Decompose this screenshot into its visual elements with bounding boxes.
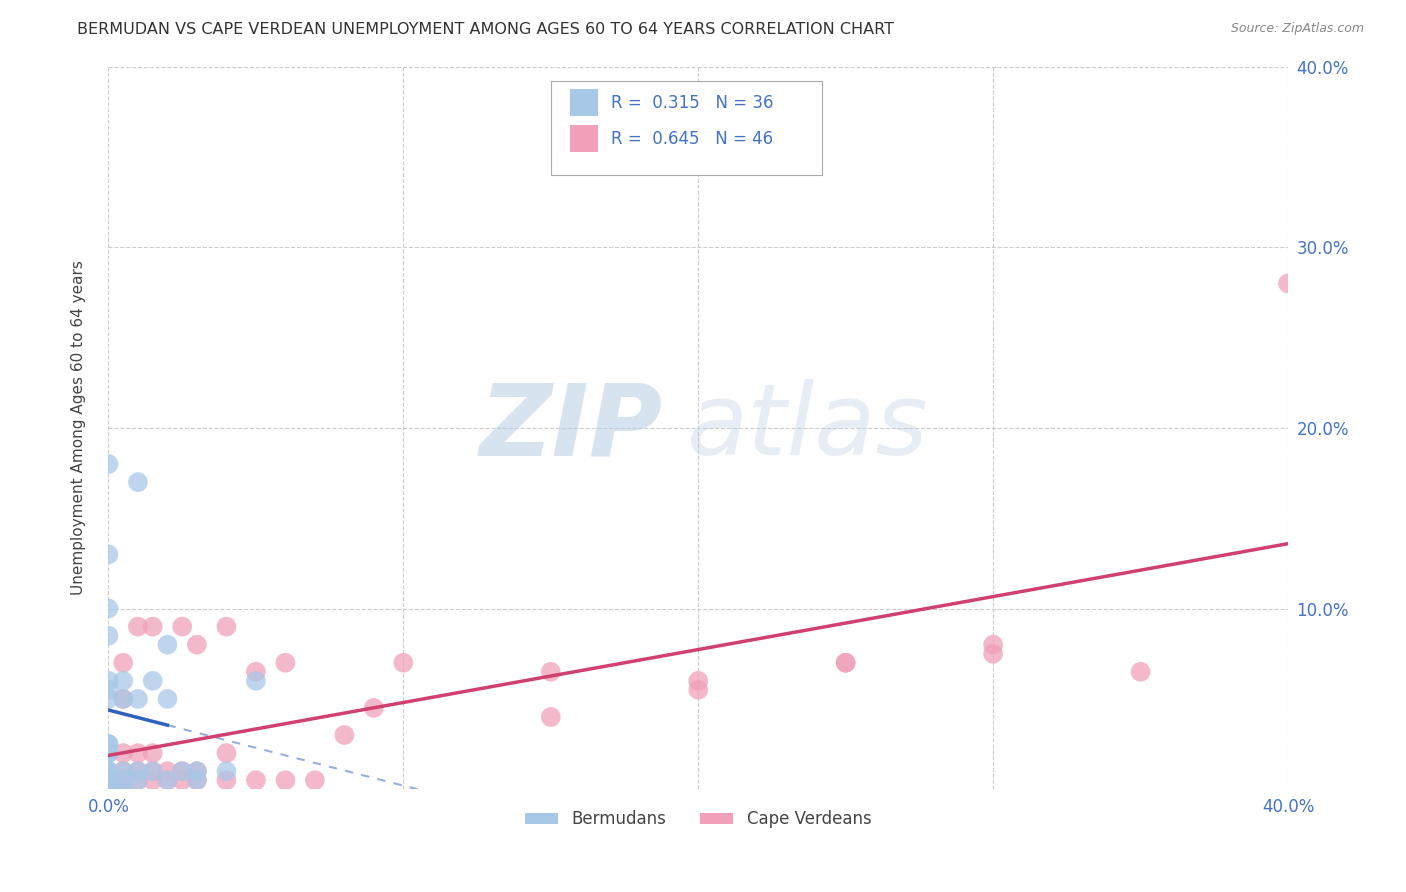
Point	[127, 773, 149, 788]
Point	[112, 782, 135, 797]
Point	[215, 764, 238, 779]
Point	[1129, 665, 1152, 679]
Point	[333, 728, 356, 742]
Point	[186, 764, 208, 779]
Point	[97, 782, 120, 797]
Point	[186, 773, 208, 788]
Point	[112, 773, 135, 788]
Point	[540, 710, 562, 724]
Point	[97, 737, 120, 751]
Point	[304, 773, 326, 788]
Point	[127, 620, 149, 634]
Point	[392, 656, 415, 670]
Point	[688, 673, 710, 688]
Text: atlas: atlas	[686, 379, 928, 476]
Point	[688, 682, 710, 697]
FancyBboxPatch shape	[569, 89, 598, 116]
Point	[172, 620, 194, 634]
Point	[981, 638, 1004, 652]
Point	[215, 746, 238, 760]
Text: R =  0.645   N = 46: R = 0.645 N = 46	[612, 130, 773, 148]
Point	[1277, 277, 1299, 291]
Point	[97, 764, 120, 779]
Point	[156, 773, 179, 788]
Point	[172, 764, 194, 779]
FancyBboxPatch shape	[551, 81, 823, 175]
Point	[245, 673, 267, 688]
Point	[142, 673, 165, 688]
Point	[97, 764, 120, 779]
Text: Source: ZipAtlas.com: Source: ZipAtlas.com	[1230, 22, 1364, 36]
Text: ZIP: ZIP	[479, 379, 662, 476]
Point	[112, 692, 135, 706]
Point	[245, 665, 267, 679]
Point	[97, 746, 120, 760]
Point	[981, 647, 1004, 661]
Point	[112, 764, 135, 779]
Point	[156, 638, 179, 652]
Point	[112, 692, 135, 706]
Point	[274, 773, 297, 788]
Point	[97, 773, 120, 788]
Point	[97, 773, 120, 788]
Legend: Bermudans, Cape Verdeans: Bermudans, Cape Verdeans	[519, 804, 877, 835]
Point	[127, 746, 149, 760]
Point	[112, 656, 135, 670]
Text: BERMUDAN VS CAPE VERDEAN UNEMPLOYMENT AMONG AGES 60 TO 64 YEARS CORRELATION CHAR: BERMUDAN VS CAPE VERDEAN UNEMPLOYMENT AM…	[77, 22, 894, 37]
Y-axis label: Unemployment Among Ages 60 to 64 years: Unemployment Among Ages 60 to 64 years	[72, 260, 86, 595]
Point	[363, 701, 385, 715]
Point	[834, 656, 856, 670]
Point	[127, 773, 149, 788]
Point	[274, 656, 297, 670]
Point	[245, 773, 267, 788]
Point	[186, 638, 208, 652]
Point	[97, 692, 120, 706]
Text: R =  0.315   N = 36: R = 0.315 N = 36	[612, 94, 773, 112]
Point	[112, 773, 135, 788]
FancyBboxPatch shape	[569, 125, 598, 152]
Point	[97, 547, 120, 561]
Point	[127, 764, 149, 779]
Point	[156, 692, 179, 706]
Point	[186, 773, 208, 788]
Point	[112, 746, 135, 760]
Point	[97, 629, 120, 643]
Point	[142, 764, 165, 779]
Point	[156, 764, 179, 779]
Point	[127, 764, 149, 779]
Point	[127, 475, 149, 489]
Point	[156, 773, 179, 788]
Point	[97, 737, 120, 751]
Point	[834, 656, 856, 670]
Point	[97, 773, 120, 788]
Point	[97, 682, 120, 697]
Point	[97, 782, 120, 797]
Point	[112, 673, 135, 688]
Point	[215, 773, 238, 788]
Point	[142, 746, 165, 760]
Point	[97, 746, 120, 760]
Point	[97, 673, 120, 688]
Point	[215, 620, 238, 634]
Point	[142, 620, 165, 634]
Point	[186, 764, 208, 779]
Point	[172, 764, 194, 779]
Point	[142, 773, 165, 788]
Point	[97, 764, 120, 779]
Point	[112, 764, 135, 779]
Point	[97, 457, 120, 471]
Point	[97, 601, 120, 615]
Point	[112, 782, 135, 797]
Point	[127, 692, 149, 706]
Point	[540, 665, 562, 679]
Point	[172, 773, 194, 788]
Point	[97, 782, 120, 797]
Point	[142, 764, 165, 779]
